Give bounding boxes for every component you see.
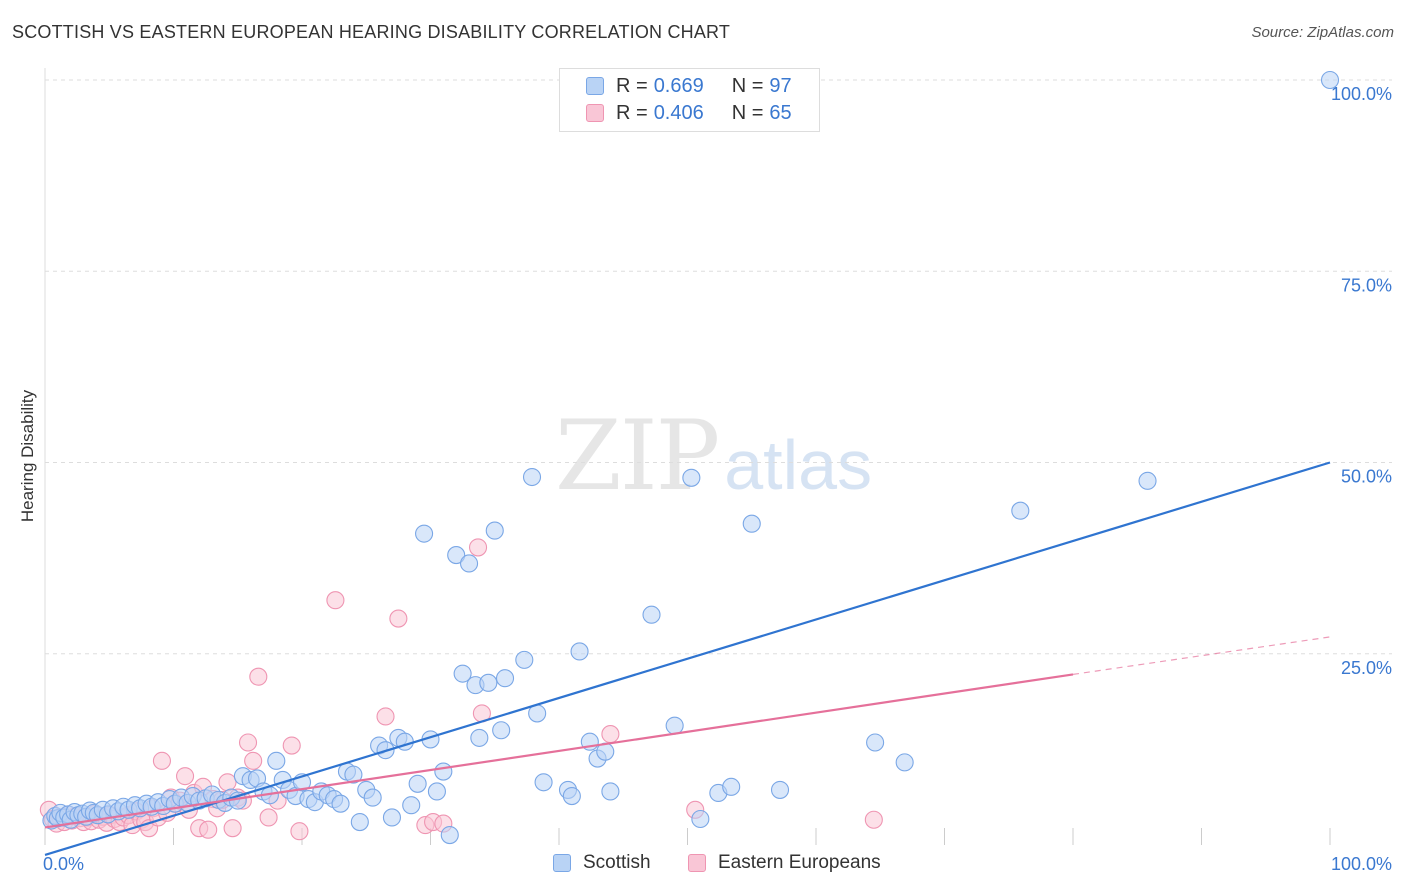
scottish-point — [722, 777, 741, 796]
scottish-point — [682, 468, 701, 487]
scottish-point — [562, 786, 581, 806]
scottish-point — [470, 728, 489, 747]
scottish-point — [415, 524, 434, 543]
scottish-point — [459, 554, 479, 573]
y-tick-label: 75.0% — [1341, 275, 1392, 295]
scottish-point — [453, 664, 472, 683]
x-tick-label: 0.0% — [43, 854, 84, 874]
n-label: N = — [731, 74, 764, 97]
scottish-swatch — [586, 77, 604, 95]
r-label: R = — [616, 74, 648, 97]
scottish-point — [408, 774, 427, 793]
legend-item-scottish[interactable]: Scottish — [553, 852, 651, 874]
eastern-point — [389, 609, 408, 628]
eastern-point — [223, 819, 242, 838]
legend-row-eastern: R = 0.406 N = 65 — [586, 100, 792, 126]
scottish-point — [434, 762, 453, 781]
scottish-point — [522, 467, 542, 487]
legend-label-scottish: Scottish — [583, 852, 651, 873]
scottish-point — [331, 794, 350, 813]
r-value: 0.669 — [653, 74, 704, 97]
x-tick-label: 100.0% — [1331, 854, 1392, 874]
eastern-trend-extension — [1072, 636, 1331, 675]
eastern-swatch — [688, 854, 706, 872]
n-value: 65 — [769, 101, 792, 124]
n-label: N = — [731, 101, 764, 124]
y-tick-label: 100.0% — [1331, 84, 1392, 104]
scottish-point — [267, 751, 286, 770]
scottish-point — [866, 733, 885, 752]
eastern-point — [864, 810, 883, 829]
scottish-point — [344, 765, 363, 784]
eastern-point — [152, 751, 171, 770]
scottish-point — [570, 642, 589, 661]
legend-row-scottish: R = 0.669 N = 97 — [586, 73, 792, 99]
eastern-point — [601, 725, 620, 744]
scottish-point — [665, 716, 684, 735]
scottish-point — [601, 782, 620, 801]
scottish-point — [427, 782, 446, 801]
scottish-point — [479, 673, 498, 692]
y-tick-label: 50.0% — [1341, 467, 1392, 487]
scottish-swatch — [553, 854, 571, 872]
scottish-point — [447, 546, 466, 565]
eastern-point — [326, 591, 345, 610]
scottish-point — [440, 826, 459, 845]
scottish-point — [485, 521, 504, 540]
y-tick-label: 25.0% — [1341, 658, 1392, 678]
n-value: 97 — [769, 74, 792, 97]
grid-layer — [45, 79, 1392, 655]
scottish-point — [1138, 471, 1157, 490]
eastern-point — [218, 773, 237, 792]
scottish-point — [895, 753, 914, 772]
scottish-trend-line — [44, 461, 1331, 856]
scottish-point — [350, 812, 369, 832]
eastern-point — [249, 667, 268, 686]
scottish-point — [495, 669, 515, 688]
axis-layer — [44, 68, 1331, 845]
eastern-point — [282, 736, 301, 755]
scottish-point — [515, 650, 534, 669]
scottish-point — [363, 788, 382, 807]
eastern-point — [244, 751, 263, 770]
scottish-point — [742, 514, 761, 533]
scottish-point — [1011, 501, 1030, 520]
eastern-point — [468, 538, 488, 557]
scottish-point — [1320, 70, 1340, 90]
r-value: 0.406 — [653, 101, 704, 124]
legend-label-eastern: Eastern Europeans — [718, 852, 881, 873]
eastern-point — [290, 822, 309, 841]
eastern-trend-line — [44, 673, 1074, 829]
eastern-point — [259, 808, 278, 827]
correlation-legend: R = 0.669 N = 97 R = 0.406 N = 65 — [559, 68, 820, 132]
tick-layer: 25.0% 50.0% 75.0% 100.0% 0.0% 100.0% — [43, 84, 1392, 874]
scottish-point — [642, 605, 661, 624]
scottish-point — [770, 780, 790, 799]
scottish-point — [402, 796, 421, 815]
scottish-point — [534, 773, 553, 792]
eastern-point — [199, 820, 218, 839]
watermark-atlas: atlas — [724, 426, 873, 504]
scottish-points-layer — [42, 70, 1340, 845]
legend-item-eastern[interactable]: Eastern Europeans — [688, 852, 881, 874]
r-label: R = — [616, 101, 648, 124]
scottish-point — [492, 721, 511, 740]
eastern-point — [376, 707, 395, 726]
watermark: ZIPatlas — [555, 400, 872, 512]
scottish-point — [691, 809, 710, 829]
watermark-zip: ZIP — [555, 400, 720, 512]
scottish-point — [382, 808, 402, 827]
eastern-point — [176, 767, 195, 786]
eastern-swatch — [586, 104, 604, 122]
source-credit: Source: ZipAtlas.com — [1251, 24, 1394, 41]
chart-title: SCOTTISH VS EASTERN EUROPEAN HEARING DIS… — [12, 22, 731, 42]
series-legend: Scottish Eastern Europeans — [0, 852, 1406, 878]
eastern-point — [238, 733, 258, 752]
trend-layer — [44, 461, 1331, 856]
